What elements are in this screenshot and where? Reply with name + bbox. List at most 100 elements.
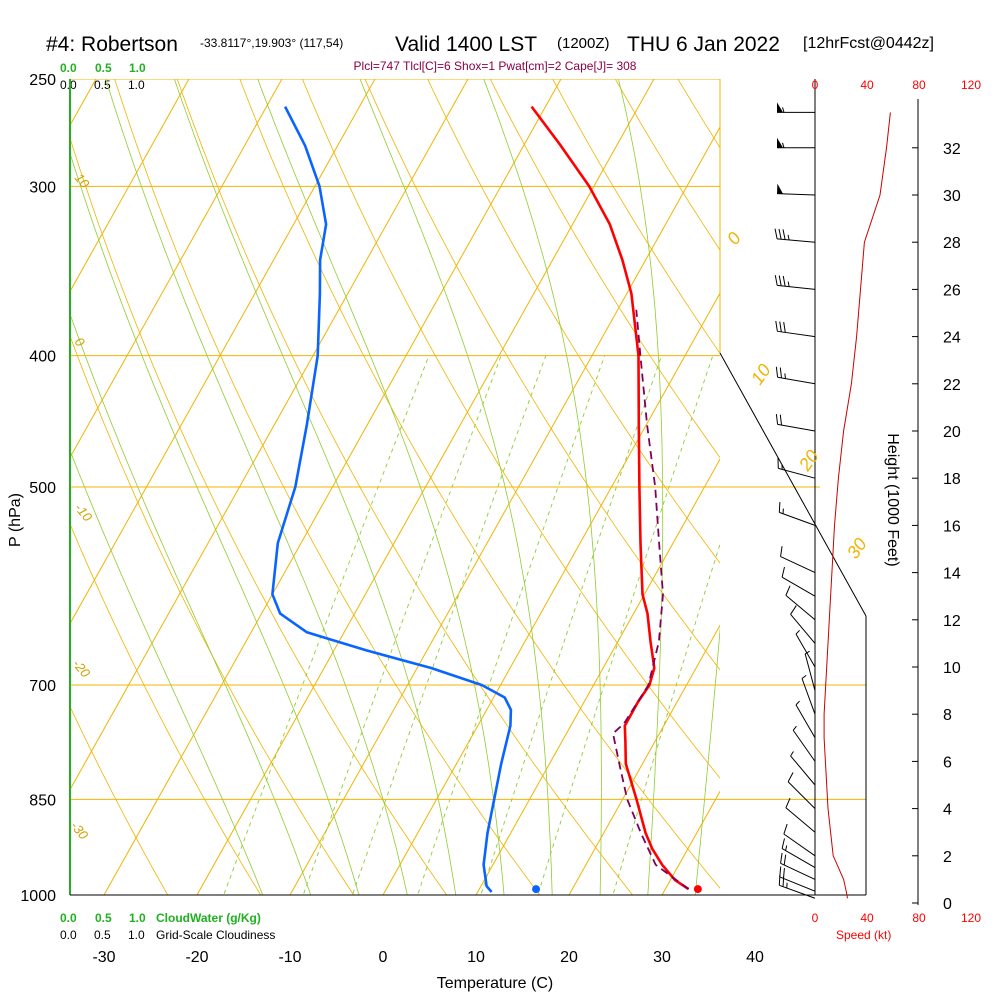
- dry-adiabat-line: [301, 79, 720, 779]
- speed-tick-label-top: 120: [961, 78, 981, 92]
- wind-barb-full: [790, 605, 797, 615]
- height-tick-label: 10: [943, 660, 961, 677]
- cloud-legend-top: 0.0 0.5 1.0 0.0 0.5 1.0: [60, 61, 146, 92]
- dry-adiabat-label: 20: [794, 446, 822, 475]
- moist-adiabat-line: [173, 79, 457, 895]
- wind-barbs: [774, 102, 816, 899]
- pressure-tick-label: 400: [29, 349, 56, 366]
- mixing-ratio-line: [537, 355, 714, 895]
- height-tick-label: 30: [943, 188, 961, 205]
- wind-barb-full: [787, 772, 794, 782]
- wind-barb-half: [784, 373, 786, 379]
- wind-barb-staff: [795, 704, 816, 739]
- height-tick-label: 24: [943, 330, 961, 347]
- wind-barb-staff: [777, 238, 816, 243]
- dry-adiabat-line: [364, 79, 720, 671]
- dewpoint-curve: [271, 106, 513, 893]
- isotherm-line: [0, 55, 16, 924]
- wind-barb-full: [782, 868, 785, 879]
- wind-barb-staff: [777, 330, 816, 338]
- speed-tick-label-bottom: 120: [961, 911, 981, 925]
- wind-barb-staff: [780, 862, 816, 880]
- cloud-legend-top-green-1: 0.5: [95, 61, 112, 75]
- wind-barb-full: [780, 546, 783, 557]
- wind-barb-half: [785, 845, 788, 851]
- wind-barb-half: [792, 725, 797, 731]
- parcel-curve: [612, 309, 690, 890]
- cloud-legend-bottom-green-2: 1.0: [129, 911, 146, 925]
- wind-barb: [777, 102, 815, 113]
- height-tick-label: 14: [943, 566, 961, 583]
- height-tick-label: 2: [943, 849, 952, 866]
- cloud-water-label: CloudWater (g/Kg): [156, 911, 261, 925]
- valid-date: THU 6 Jan 2022: [627, 33, 780, 56]
- wind-barb-staff: [781, 576, 816, 597]
- wind-barb-full: [779, 367, 783, 378]
- moist-adiabat-line: [739, 55, 840, 924]
- wind-barb-half: [787, 234, 790, 241]
- wind-barb-half: [795, 629, 800, 635]
- isotherm-line: [382, 292, 720, 895]
- temperature-tick-label: 40: [746, 949, 764, 966]
- wind-speed-profile: [823, 112, 891, 899]
- dry-adiabat-line: [70, 136, 448, 895]
- wind-barb: [775, 320, 816, 338]
- wind-barb: [785, 585, 816, 621]
- pressure-tick-label: 850: [29, 792, 56, 809]
- dry-adiabat-line: [726, 55, 1000, 924]
- mixing-ratio-label: 20: [615, 896, 637, 918]
- height-tick-label: 26: [943, 282, 961, 299]
- wind-barb: [787, 772, 816, 809]
- wind-barb-full: [779, 866, 782, 878]
- wind-barb-staff: [790, 755, 816, 786]
- speed-tick-label-bottom: 80: [912, 911, 926, 925]
- temperature-axis: -30 -20 -10 0 10 20 30 40: [92, 949, 764, 966]
- wind-barb-staff: [778, 467, 816, 479]
- wind-barb: [778, 501, 816, 526]
- wind-barb-full: [785, 797, 791, 808]
- wind-barb-full: [783, 322, 786, 333]
- moist-adiabat-line: [257, 79, 505, 895]
- wind-barb-full: [782, 229, 786, 240]
- height-tick-label: 22: [943, 377, 961, 394]
- cloudiness-label: Grid-Scale Cloudiness: [156, 928, 275, 942]
- wind-barb-staff: [777, 376, 816, 385]
- isotherm-label: 10: [72, 170, 93, 191]
- pressure-tick-label: 300: [29, 179, 56, 196]
- moist-adiabat-line: [105, 79, 408, 895]
- dry-adiabat-line: [176, 79, 634, 895]
- wind-barb-full: [783, 823, 788, 835]
- temperature-tick-label: 10: [467, 949, 485, 966]
- surface-temperature-marker: [693, 885, 702, 894]
- wind-barb: [775, 366, 816, 385]
- wind-barb-full: [775, 320, 778, 332]
- wind-barb: [780, 546, 816, 574]
- wind-barb: [777, 137, 815, 149]
- isotherm-label: -20: [70, 656, 94, 681]
- wind-barb-staff: [777, 193, 816, 196]
- wind-barb-staff: [783, 833, 816, 857]
- height-tick-label: 20: [943, 424, 961, 441]
- wind-barb-full: [775, 366, 779, 378]
- sounding-curves: [271, 105, 690, 893]
- mixing-ratio-label: 2: [304, 902, 321, 918]
- dry-adiabat-line: [489, 79, 720, 459]
- wind-barb: [795, 700, 816, 739]
- station-coords: -33.8117°,19.903° (117,54): [200, 36, 343, 50]
- wind-barb-staff: [779, 876, 816, 892]
- wind-barb-staff: [801, 678, 816, 715]
- height-tick-label: 32: [943, 141, 961, 158]
- wind-barb-full: [785, 585, 791, 596]
- wind-barb-full: [778, 228, 782, 240]
- wide-grid: [70, 79, 866, 895]
- cloud-legend-bottom: 0.0 0.5 1.0 CloudWater (g/Kg) 0.0 0.5 1.…: [60, 911, 275, 942]
- speed-tick-label-top: 0: [812, 78, 819, 92]
- wind-barb-full: [774, 275, 778, 286]
- wind-barb: [790, 605, 816, 644]
- dry-adiabat-line: [70, 705, 169, 895]
- dry-adiabat-line: [973, 55, 1000, 924]
- wind-barb-half: [804, 650, 810, 655]
- valid-time: Valid 1400 LST: [395, 33, 537, 56]
